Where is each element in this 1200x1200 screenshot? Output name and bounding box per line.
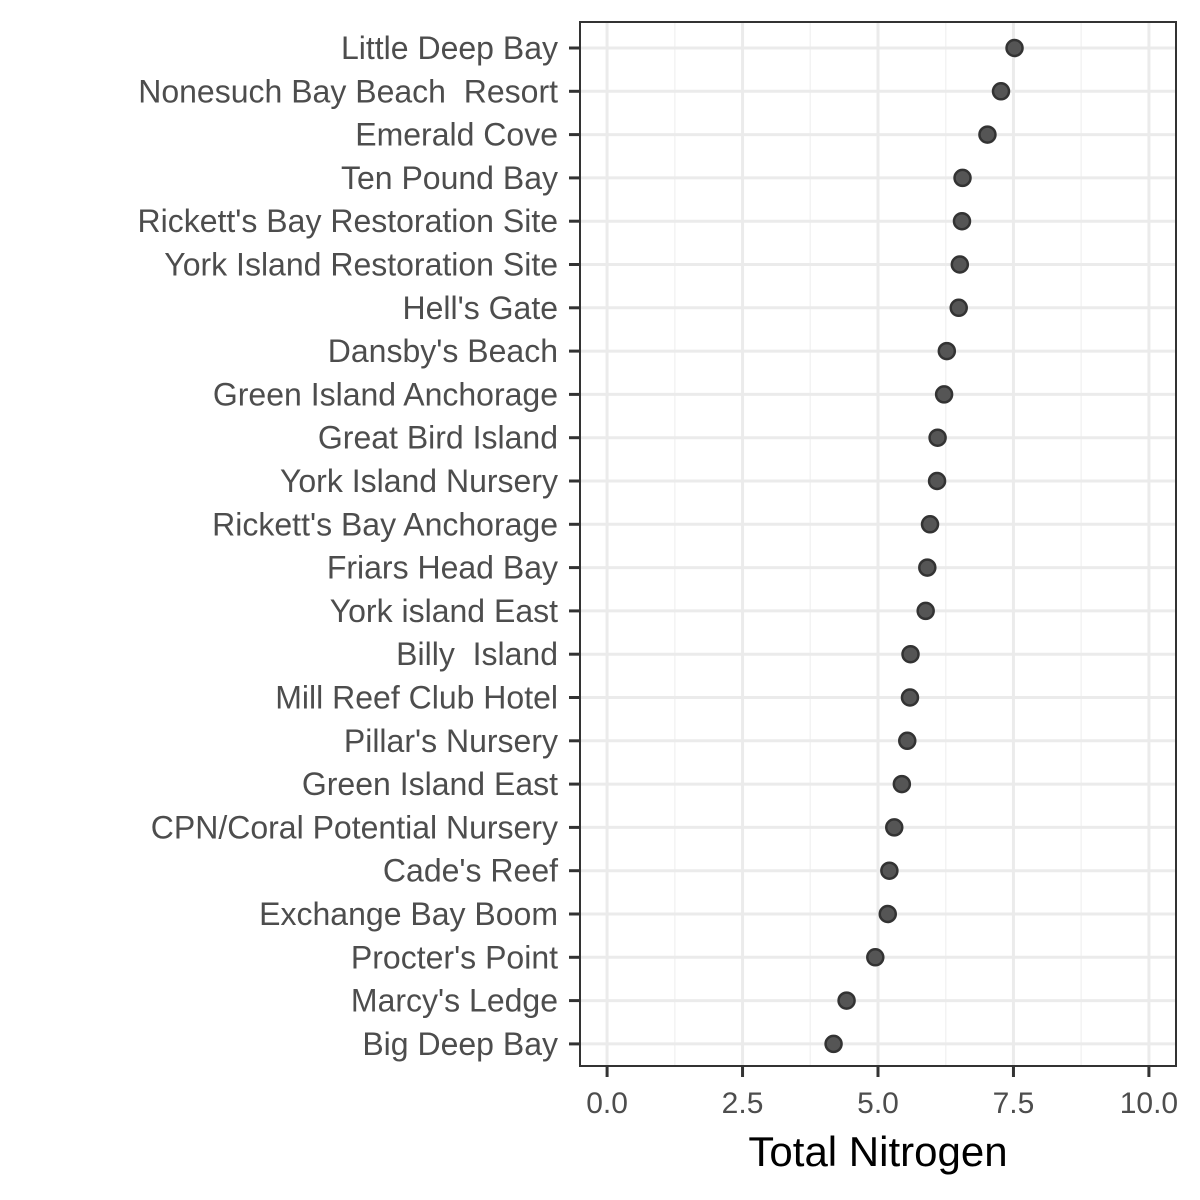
y-tick-label: Hell's Gate [403,290,559,326]
data-point [937,341,957,361]
data-point [824,1034,843,1054]
data-point [866,948,885,967]
data-point [934,385,954,404]
data-point [837,991,856,1010]
data-point [949,298,968,318]
y-tick-label: Great Bird Island [318,420,558,456]
y-tick-label: Green Island Anchorage [213,376,558,412]
y-tick-label: Mill Reef Club Hotel [275,680,558,716]
data-point [927,471,947,491]
y-tick-label: Pillar's Nursery [344,723,558,759]
y-tick-label: Nonesuch Bay Beach Resort [138,73,558,109]
data-points [824,38,1024,1054]
data-point [892,774,912,794]
data-point [1005,38,1024,58]
y-tick-label: Little Deep Bay [341,30,558,66]
y-tick-label: Exchange Bay Boom [259,896,558,932]
data-point [918,558,937,577]
data-point [916,601,935,621]
y-axis: Little Deep Bay Nonesuch Bay Beach Resort… [138,30,580,1062]
x-tick-label: 5.0 [857,1087,899,1120]
x-axis: 0.0 2.5 5.0 7.5 10.0 [586,1066,1178,1120]
data-point [901,644,920,664]
data-point [952,211,972,231]
y-tick-label: Dansby's Beach [328,333,558,369]
y-tick-label: Cade's Reef [383,853,558,889]
y-tick-label: Green Island East [302,766,558,802]
data-point [898,731,917,751]
grid-lines [580,22,1176,1066]
y-tick-label: Marcy's Ledge [351,983,558,1019]
data-point [991,82,1011,101]
y-tick-label: Ten Pound Bay [341,160,558,196]
x-axis-title: Total Nitrogen [748,1128,1007,1175]
y-tick-label: Friars Head Bay [327,550,558,586]
y-tick-label: Procter's Point [351,939,558,975]
data-point [928,428,947,447]
y-tick-label: Rickett's Bay Restoration Site [138,203,559,239]
x-tick-label: 7.5 [993,1087,1035,1120]
data-point [978,125,997,144]
data-point [878,904,898,924]
y-tick-label: York Island Nursery [280,463,558,499]
data-point [920,515,940,534]
data-point [900,688,920,707]
y-tick-label: York Island Restoration Site [164,247,558,283]
y-tick-label: Billy Island [396,636,558,672]
y-tick-label: Rickett's Bay Anchorage [212,506,558,542]
y-tick-label: Big Deep Bay [362,1026,558,1062]
data-point [950,255,970,274]
y-tick-label: York island East [330,593,558,629]
x-tick-label: 0.0 [586,1087,628,1120]
data-point [885,818,904,837]
x-tick-label: 10.0 [1120,1087,1178,1120]
data-point [953,168,972,188]
y-tick-label: Emerald Cove [355,117,558,153]
x-tick-label: 2.5 [722,1087,764,1120]
data-point [880,861,899,880]
y-tick-label: CPN/Coral Potential Nursery [151,809,558,845]
